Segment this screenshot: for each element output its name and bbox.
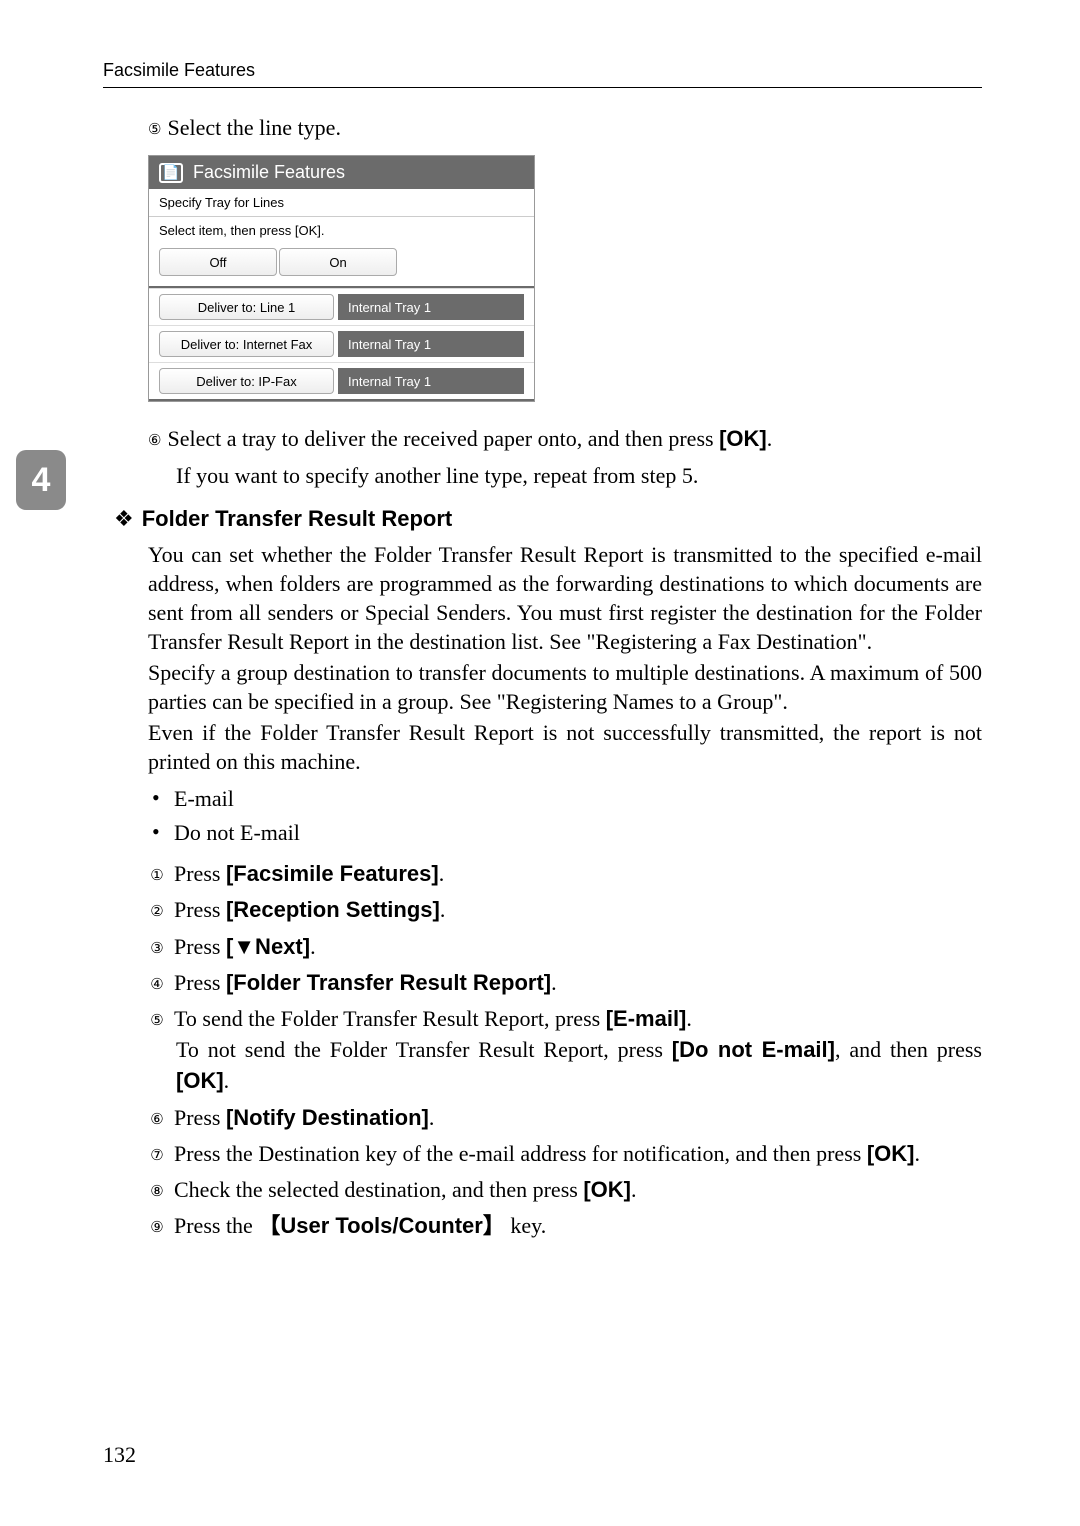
screenshot-titlebar: 📄 Facsimile Features (149, 156, 534, 189)
deliver-ipfax-label: Internal Tray 1 (338, 368, 524, 394)
section-title: Folder Transfer Result Report (142, 506, 453, 531)
chapter-tab: 4 (16, 450, 66, 510)
screenshot-subheader: Specify Tray for Lines (149, 189, 534, 217)
deliver-row-3: Deliver to: IP-Fax Internal Tray 1 (149, 362, 534, 399)
step-6-number: ⑥ (148, 433, 161, 449)
screenshot-divider-bottom (149, 399, 534, 401)
ok-label: [OK] (719, 426, 767, 451)
running-header: Facsimile Features (103, 60, 982, 81)
step-5-number: ⑤ (148, 122, 161, 138)
deliver-ipfax-button[interactable]: Deliver to: IP-Fax (159, 368, 334, 394)
proc-step-7: ⑦Press the Destination key of the e-mail… (148, 1138, 982, 1169)
section-heading: ❖ Folder Transfer Result Report (114, 506, 982, 532)
procedure-steps: ①Press [Facsimile Features]. ②Press [Rec… (148, 858, 982, 1242)
proc-step-5: ⑤To send the Folder Transfer Result Repo… (148, 1003, 982, 1097)
proc-step-9: ⑨Press the 【User Tools/Counter】 key. (148, 1210, 982, 1241)
deliver-line1-label: Internal Tray 1 (338, 294, 524, 320)
step-6-line2: If you want to specify another line type… (148, 461, 982, 492)
step-6-text-b: . (767, 426, 773, 451)
step-6-text-a: Select a tray to deliver the received pa… (167, 426, 719, 451)
proc-step-1: ①Press [Facsimile Features]. (148, 858, 982, 889)
proc-step-8: ⑧Check the selected destination, and the… (148, 1174, 982, 1205)
proc-step-3: ③Press [▼Next]. (148, 931, 982, 962)
on-button[interactable]: On (279, 248, 397, 276)
proc-step-4: ④Press [Folder Transfer Result Report]. (148, 967, 982, 998)
deliver-row-2: Deliver to: Internet Fax Internal Tray 1 (149, 325, 534, 362)
deliver-row-1: Deliver to: Line 1 Internal Tray 1 (149, 288, 534, 325)
section-para-2: Specify a group destination to transfer … (148, 658, 982, 716)
fax-icon: 📄 (159, 163, 183, 183)
diamond-icon: ❖ (114, 506, 134, 531)
bullet-do-not-email: Do not E-mail (148, 816, 982, 850)
section-para-3: Even if the Folder Transfer Result Repor… (148, 718, 982, 776)
screenshot-instruction: Select item, then press [OK]. (149, 217, 534, 244)
screenshot-title: Facsimile Features (193, 162, 345, 183)
section-para-1: You can set whether the Folder Transfer … (148, 540, 982, 656)
toggle-row: Off On (149, 244, 534, 286)
page-content: ⑤ Select the line type. 📄 Facsimile Featu… (148, 115, 982, 1247)
page-header: Facsimile Features (103, 60, 982, 88)
step-5: ⑤ Select the line type. (148, 115, 982, 141)
proc-step-6: ⑥Press [Notify Destination]. (148, 1102, 982, 1133)
step-5-text: Select the line type. (167, 115, 341, 140)
deliver-line1-button[interactable]: Deliver to: Line 1 (159, 294, 334, 320)
fax-features-screenshot: 📄 Facsimile Features Specify Tray for Li… (148, 155, 535, 402)
step-6: ⑥ Select a tray to deliver the received p… (148, 424, 982, 455)
deliver-internetfax-label: Internal Tray 1 (338, 331, 524, 357)
page-number: 132 (103, 1442, 136, 1468)
bullet-email: E-mail (148, 782, 982, 816)
off-button[interactable]: Off (159, 248, 277, 276)
proc-step-2: ②Press [Reception Settings]. (148, 894, 982, 925)
header-rule (103, 87, 982, 88)
options-bullets: E-mail Do not E-mail (148, 782, 982, 850)
deliver-internetfax-button[interactable]: Deliver to: Internet Fax (159, 331, 334, 357)
